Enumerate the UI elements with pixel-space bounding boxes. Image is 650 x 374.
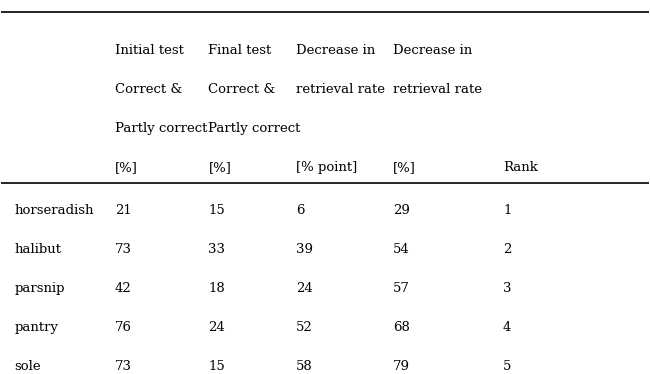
Text: Correct &: Correct &: [209, 83, 276, 96]
Text: Decrease in: Decrease in: [393, 44, 472, 57]
Text: Rank: Rank: [503, 161, 538, 174]
Text: [%]: [%]: [209, 161, 231, 174]
Text: 4: 4: [503, 321, 512, 334]
Text: 24: 24: [296, 282, 313, 295]
Text: 57: 57: [393, 282, 410, 295]
Text: 24: 24: [209, 321, 226, 334]
Text: horseradish: horseradish: [14, 204, 94, 217]
Text: 21: 21: [114, 204, 131, 217]
Text: retrieval rate: retrieval rate: [393, 83, 482, 96]
Text: 6: 6: [296, 204, 304, 217]
Text: 73: 73: [114, 243, 132, 256]
Text: 18: 18: [209, 282, 226, 295]
Text: 15: 15: [209, 360, 226, 373]
Text: 1: 1: [503, 204, 512, 217]
Text: 2: 2: [503, 243, 512, 256]
Text: halibut: halibut: [14, 243, 61, 256]
Text: 42: 42: [114, 282, 131, 295]
Text: Final test: Final test: [209, 44, 272, 57]
Text: 76: 76: [114, 321, 132, 334]
Text: 15: 15: [209, 204, 226, 217]
Text: Partly correct: Partly correct: [209, 122, 301, 135]
Text: Correct &: Correct &: [114, 83, 182, 96]
Text: pantry: pantry: [14, 321, 58, 334]
Text: 79: 79: [393, 360, 410, 373]
Text: 52: 52: [296, 321, 313, 334]
Text: sole: sole: [14, 360, 41, 373]
Text: Initial test: Initial test: [114, 44, 183, 57]
Text: Partly correct: Partly correct: [114, 122, 207, 135]
Text: [%]: [%]: [114, 161, 138, 174]
Text: 3: 3: [503, 282, 512, 295]
Text: parsnip: parsnip: [14, 282, 65, 295]
Text: 58: 58: [296, 360, 313, 373]
Text: 73: 73: [114, 360, 132, 373]
Text: [%]: [%]: [393, 161, 416, 174]
Text: 68: 68: [393, 321, 410, 334]
Text: retrieval rate: retrieval rate: [296, 83, 385, 96]
Text: [% point]: [% point]: [296, 161, 357, 174]
Text: 39: 39: [296, 243, 313, 256]
Text: 33: 33: [209, 243, 226, 256]
Text: Decrease in: Decrease in: [296, 44, 375, 57]
Text: 5: 5: [503, 360, 512, 373]
Text: 29: 29: [393, 204, 410, 217]
Text: 54: 54: [393, 243, 410, 256]
